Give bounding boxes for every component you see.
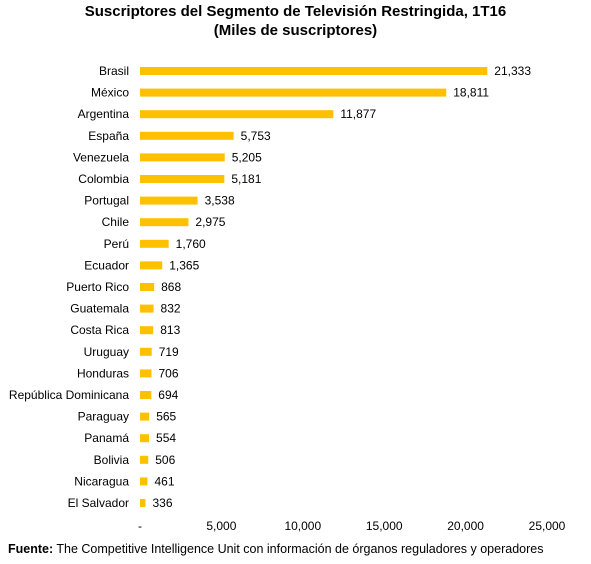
bar (140, 110, 334, 119)
bar (140, 499, 146, 507)
source-text: The Competitive Intelligence Unit con in… (53, 542, 544, 556)
x-tick-label: 15,000 (366, 519, 403, 533)
data-label: 11,877 (340, 107, 376, 121)
data-label: 868 (161, 280, 181, 294)
data-label: 2,975 (195, 215, 225, 229)
category-label: República Dominicana (9, 388, 129, 402)
x-tick-label: 10,000 (284, 519, 321, 533)
data-label: 554 (156, 431, 176, 445)
bar (140, 283, 155, 291)
data-label: 461 (155, 474, 175, 488)
bar (140, 434, 150, 443)
data-label: 694 (158, 388, 178, 402)
bar (140, 261, 163, 270)
bar (140, 391, 152, 399)
category-label: Argentina (78, 107, 130, 121)
chart-subtitle: (Miles de suscriptores) (213, 22, 378, 39)
bar (140, 412, 150, 421)
category-label: Panamá (84, 431, 129, 445)
bar (140, 239, 169, 248)
data-label: 18,811 (453, 86, 489, 100)
bar (140, 67, 488, 75)
data-label: 5,181 (231, 172, 261, 186)
data-label: 813 (160, 323, 180, 337)
category-label: Puerto Rico (66, 280, 129, 294)
data-label: 3,538 (205, 194, 235, 208)
x-tick-label: - (138, 519, 142, 533)
data-label: 1,365 (169, 258, 199, 272)
category-label: México (91, 86, 129, 100)
x-tick-label: 5,000 (206, 519, 236, 533)
bar (140, 196, 198, 205)
bar (140, 131, 234, 140)
bar (140, 477, 148, 486)
bar (140, 347, 152, 356)
chart-title-line: Suscriptores del Segmento de Televisión … (84, 3, 507, 20)
category-label: Chile (102, 215, 130, 229)
category-label: Uruguay (84, 345, 129, 359)
bar (140, 88, 447, 97)
bar (140, 369, 152, 378)
data-label: 706 (158, 366, 178, 380)
category-label: El Salvador (68, 496, 129, 510)
data-label: 506 (155, 453, 175, 467)
bar (140, 304, 154, 313)
category-label: Costa Rica (70, 323, 129, 337)
data-label: 5,205 (232, 150, 262, 164)
bar-chart: Brasil 21,333 México 18,811 Argentina 11,877 E… (9, 64, 566, 533)
category-label: Paraguay (78, 410, 129, 424)
category-label: Brasil (99, 64, 129, 78)
category-label: Bolivia (94, 453, 130, 467)
source-label: Fuente: (8, 542, 54, 556)
bar (140, 455, 149, 464)
data-label: 21,333 (494, 64, 531, 78)
bar (140, 175, 225, 183)
x-tick-label: 25,000 (529, 519, 566, 533)
category-label: España (88, 129, 129, 143)
category-label: Colombia (78, 172, 129, 186)
category-label: Nicaragua (74, 474, 129, 488)
data-label: 336 (152, 496, 172, 510)
x-tick-label: 20,000 (447, 519, 484, 533)
data-label: 719 (159, 345, 179, 359)
data-label: 565 (156, 410, 176, 424)
source-note: Fuente: The Competitive Intelligence Uni… (8, 541, 543, 557)
bar (140, 218, 189, 227)
category-label: Ecuador (84, 258, 129, 272)
category-label: Perú (104, 237, 129, 251)
category-label: Venezuela (73, 150, 129, 164)
category-label: Portugal (84, 194, 129, 208)
category-label: Honduras (77, 366, 129, 380)
data-label: 1,760 (176, 237, 206, 251)
data-label: 5,753 (241, 129, 271, 143)
category-label: Guatemala (70, 302, 129, 316)
bar (140, 153, 225, 162)
data-label: 832 (161, 302, 181, 316)
bar (140, 326, 154, 335)
